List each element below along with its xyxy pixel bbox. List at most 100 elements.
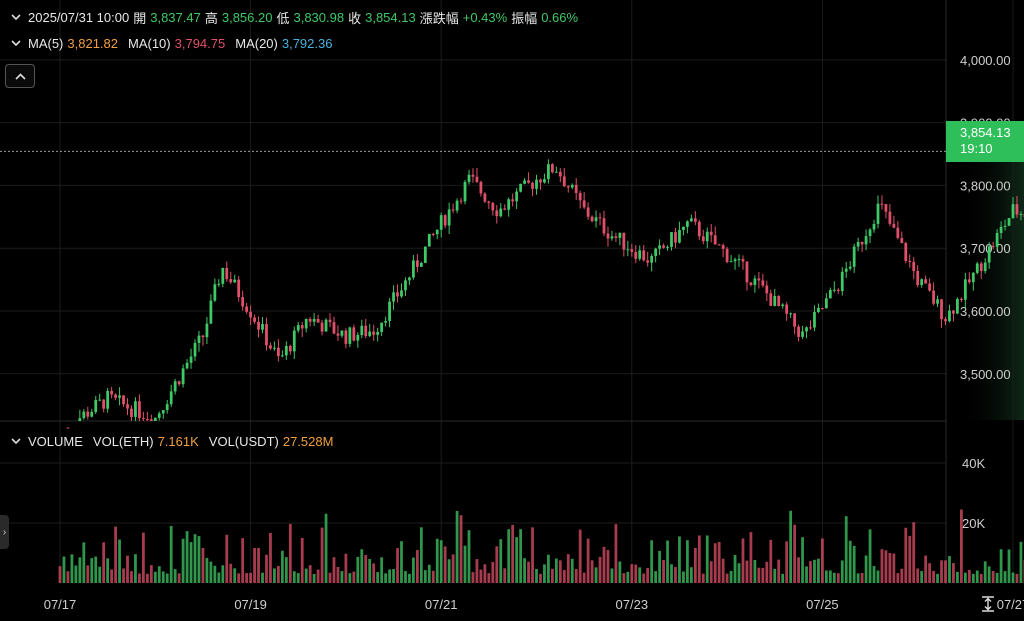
volume-bar (316, 569, 320, 583)
candle-body (245, 306, 249, 312)
volume-bar (963, 572, 967, 583)
candle-body (169, 391, 173, 405)
vol-usdt-value: 27.528M (282, 433, 334, 449)
volume-bar (920, 571, 924, 583)
volume-bar (463, 545, 467, 583)
volume-bar (606, 550, 610, 583)
volume-bar (507, 529, 511, 583)
vol-usdt-label: VOL(USDT) (208, 433, 279, 449)
volume-bar (217, 572, 221, 583)
candle-body (618, 232, 622, 238)
candle-body (1011, 204, 1015, 219)
volume-bar (578, 529, 582, 583)
candle-body (288, 345, 292, 352)
volume-bar (396, 548, 399, 583)
candle-body (701, 236, 705, 242)
volume-bar (70, 554, 74, 583)
candle-body (447, 209, 451, 226)
collapse-legend-button[interactable] (5, 64, 35, 88)
chevron-up-icon (14, 72, 26, 80)
candle-body (674, 232, 677, 243)
candle-body (400, 290, 403, 297)
volume-bar (145, 573, 149, 583)
volume-bar (82, 542, 86, 583)
candle-body (1007, 218, 1011, 226)
candle-body (197, 335, 201, 343)
candle-body (419, 262, 423, 267)
volume-bar (562, 569, 566, 583)
candle-body (936, 299, 939, 304)
time-tick-label: 07/25 (806, 597, 839, 612)
volume-bar (149, 565, 153, 583)
candle-body (932, 290, 935, 304)
candle-body (193, 342, 197, 357)
volume-bar (392, 569, 395, 583)
volume-bar (141, 532, 145, 583)
candle-body (118, 395, 121, 398)
close-value: 3,854.13 (365, 9, 416, 25)
candle-body (455, 200, 459, 211)
volume-bar (813, 559, 816, 583)
volume-bar (364, 554, 368, 583)
volume-bar (257, 547, 260, 583)
volume-bar (284, 557, 288, 583)
chevron-right-icon[interactable]: › (0, 515, 9, 549)
volume-bar (948, 556, 951, 583)
vol-eth-value: 7.161K (157, 433, 199, 449)
candle-body (884, 204, 888, 212)
volume-bar (320, 527, 324, 583)
candle-body (821, 307, 824, 309)
candle-body (356, 335, 360, 341)
volume-bar (594, 567, 598, 583)
volume-bar (793, 524, 796, 583)
volume-bar (435, 538, 439, 583)
candle-body (161, 410, 165, 414)
candle-body (312, 318, 316, 322)
volume-bar (626, 571, 630, 583)
chevron-down-icon[interactable] (8, 7, 24, 27)
candle-body (693, 218, 697, 222)
volume-bar (372, 563, 376, 583)
volume-bar (157, 566, 161, 583)
volume-bar (181, 538, 185, 583)
volume-bar (336, 566, 340, 583)
volume-bar (709, 561, 713, 583)
candle-body (165, 404, 169, 411)
price-tick-label: 3,700.00 (960, 241, 1011, 256)
chevron-down-icon[interactable] (8, 431, 24, 451)
candle-body (753, 278, 757, 285)
volume-bar (979, 573, 983, 583)
candle-body (876, 203, 880, 224)
candle-body (709, 231, 713, 236)
candle-body (296, 325, 300, 331)
volume-bar (74, 565, 78, 583)
candle-body (570, 184, 574, 188)
fit-vertical-icon[interactable] (976, 592, 1000, 616)
volume-bar (241, 538, 245, 583)
candle-body (817, 307, 820, 312)
volume-bar (733, 554, 737, 583)
volume-bar (86, 565, 90, 583)
volume-bar (233, 568, 237, 583)
candle-body (940, 299, 943, 320)
candle-body (912, 261, 916, 271)
candle-body (435, 229, 439, 235)
candle-body (638, 250, 642, 259)
volume-bar (967, 569, 971, 583)
candle-body (82, 411, 86, 419)
volume-bar (872, 566, 876, 583)
volume-bar (975, 570, 979, 583)
chevron-down-icon[interactable] (8, 33, 24, 53)
volume-bar (805, 566, 808, 583)
volume-bar (415, 549, 419, 583)
volume-bar (253, 548, 256, 583)
candle-body (908, 260, 912, 262)
volume-bar (693, 548, 697, 583)
candle-body (134, 401, 137, 417)
volume-bar (904, 527, 908, 583)
volume-bar (574, 569, 578, 583)
ma10-label: MA(10) (128, 35, 171, 51)
candle-body (590, 216, 594, 222)
candle-body (995, 232, 999, 247)
